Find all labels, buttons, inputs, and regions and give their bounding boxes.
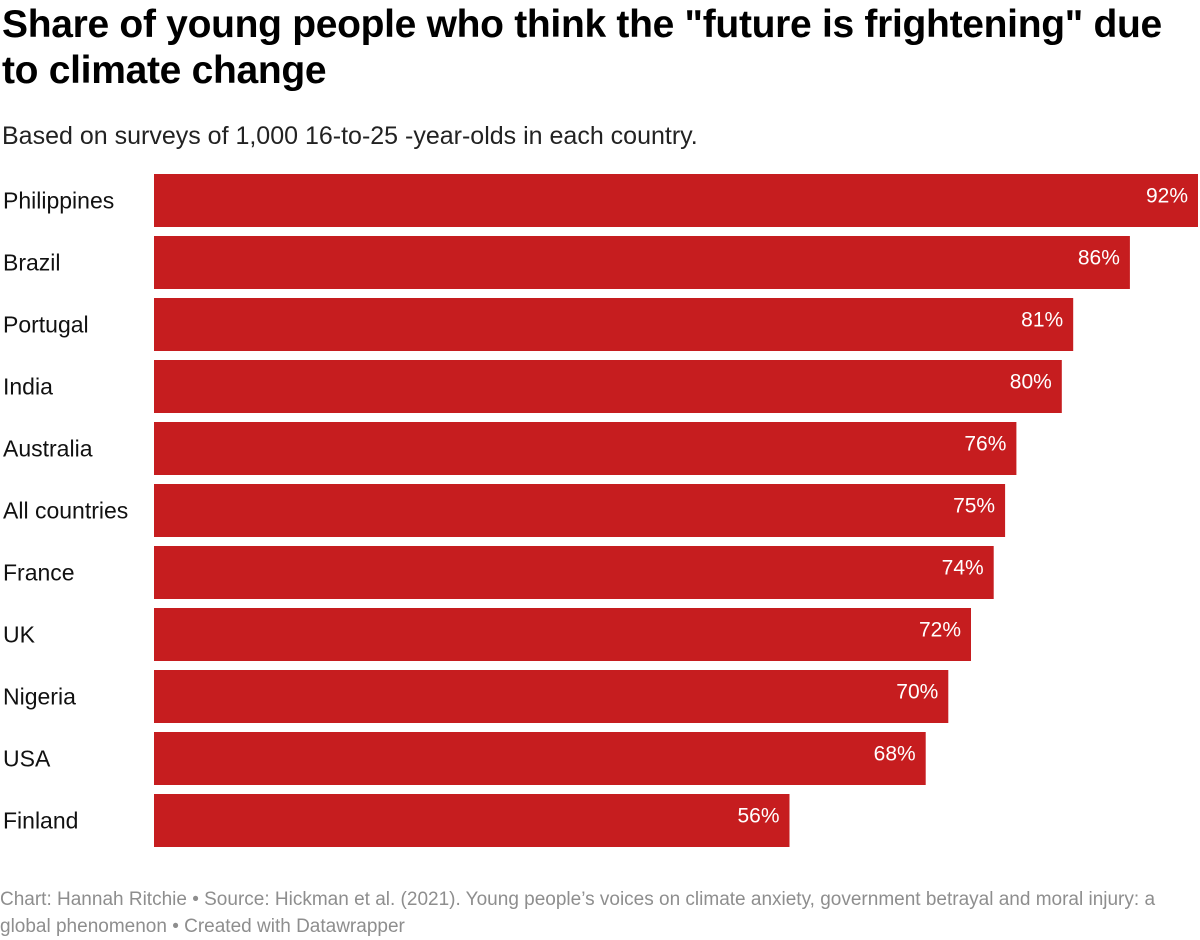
bar bbox=[154, 360, 1062, 413]
category-label: USA bbox=[3, 746, 51, 772]
bar bbox=[154, 236, 1130, 289]
category-label: Finland bbox=[3, 808, 78, 834]
value-label: 72% bbox=[919, 619, 961, 642]
category-label: Nigeria bbox=[3, 684, 76, 710]
bar bbox=[154, 670, 949, 723]
bar bbox=[154, 484, 1006, 537]
value-label: 86% bbox=[1078, 247, 1120, 270]
bar bbox=[154, 732, 926, 785]
bar bbox=[154, 546, 994, 599]
value-label: 75% bbox=[953, 495, 995, 518]
category-label: France bbox=[3, 560, 75, 586]
chart-subtitle: Based on surveys of 1,000 16-to-25 -year… bbox=[2, 122, 698, 150]
value-label: 80% bbox=[1010, 371, 1052, 394]
value-label: 68% bbox=[874, 743, 916, 766]
category-label: Australia bbox=[3, 436, 93, 462]
category-label: India bbox=[3, 374, 53, 400]
value-label: 70% bbox=[896, 681, 938, 704]
bar bbox=[154, 794, 790, 847]
bar bbox=[154, 422, 1017, 475]
bar bbox=[154, 174, 1198, 227]
value-label: 92% bbox=[1146, 185, 1188, 208]
value-label: 76% bbox=[964, 433, 1006, 456]
category-label: All countries bbox=[3, 498, 128, 524]
bar bbox=[154, 608, 971, 661]
bar bbox=[154, 298, 1074, 351]
category-label: Portugal bbox=[3, 312, 89, 338]
category-label: Brazil bbox=[3, 250, 61, 276]
value-label: 81% bbox=[1021, 309, 1063, 332]
value-label: 74% bbox=[942, 557, 984, 580]
category-label: UK bbox=[3, 622, 36, 648]
value-label: 56% bbox=[737, 805, 779, 828]
category-label: Philippines bbox=[3, 188, 114, 214]
chart-footer: Chart: Hannah Ritchie • Source: Hickman … bbox=[0, 889, 1156, 937]
chart-title: Share of young people who think the "fut… bbox=[2, 3, 1162, 92]
